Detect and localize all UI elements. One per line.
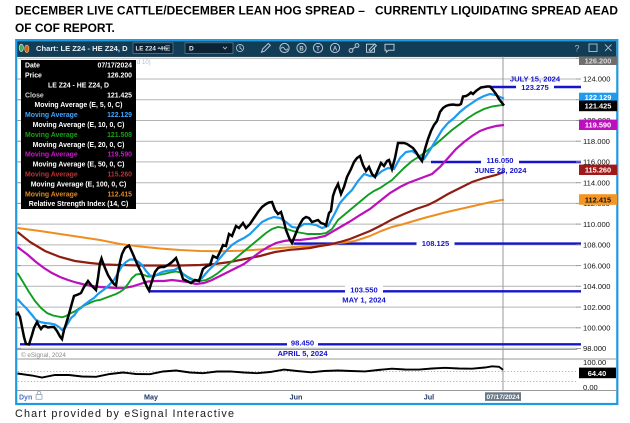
svg-text:0.00: 0.00 (583, 383, 598, 392)
svg-text:Moving Average (E, 10, 0, C): Moving Average (E, 10, 0, C) (33, 122, 125, 129)
svg-text:T: T (316, 46, 320, 52)
svg-text:126.200: 126.200 (107, 73, 132, 80)
svg-text:OF COF REPORT.: OF COF REPORT. (15, 21, 115, 35)
svg-text:DECEMBER LIVE CATTLE/DECEMBER: DECEMBER LIVE CATTLE/DECEMBER LEAN HOG S… (15, 4, 618, 18)
svg-text:123.275: 123.275 (521, 83, 549, 92)
svg-text:115.260: 115.260 (585, 166, 611, 175)
svg-text:A: A (333, 46, 338, 52)
svg-text:Moving Average: Moving Average (25, 191, 78, 198)
svg-text:116.050: 116.050 (486, 156, 513, 165)
svg-text:LE Z24 - HE Z24, D: LE Z24 - HE Z24, D (48, 82, 109, 89)
svg-text:116.000: 116.000 (583, 158, 610, 167)
svg-text:Moving Average (E, 20, 0, C): Moving Average (E, 20, 0, C) (33, 142, 125, 149)
svg-text:Moving Average: Moving Average (25, 112, 78, 119)
svg-text:108.000: 108.000 (583, 241, 610, 250)
svg-text:JULY 15, 2024: JULY 15, 2024 (510, 75, 561, 84)
svg-text:B: B (299, 46, 304, 52)
svg-text:112.415: 112.415 (585, 195, 611, 204)
svg-text:Jul: Jul (424, 392, 434, 401)
svg-text:© eSignal, 2024: © eSignal, 2024 (21, 351, 66, 359)
svg-text:124.000: 124.000 (583, 75, 610, 84)
svg-text:103.550: 103.550 (350, 285, 377, 294)
svg-text:106.000: 106.000 (583, 261, 610, 270)
svg-text:100.000: 100.000 (583, 324, 610, 333)
svg-text:07/17/2024: 07/17/2024 (98, 63, 133, 70)
svg-text:122.129: 122.129 (107, 112, 132, 119)
svg-text:?: ? (574, 44, 579, 54)
svg-text:98.000: 98.000 (583, 344, 606, 353)
svg-text:Relative Strength Index (14, C: Relative Strength Index (14, C) (29, 201, 129, 208)
svg-text:118.000: 118.000 (583, 137, 610, 146)
svg-text:64.40: 64.40 (588, 369, 607, 378)
svg-text:98.450: 98.450 (291, 338, 314, 347)
svg-text:Dyn: Dyn (19, 395, 32, 402)
svg-text:Price: Price (25, 73, 42, 80)
svg-text:APRIL 5, 2024: APRIL 5, 2024 (277, 349, 328, 358)
svg-text:07/17/2024: 07/17/2024 (486, 394, 519, 401)
svg-text:JUNE 28, 2024: JUNE 28, 2024 (475, 166, 528, 175)
svg-text:119.590: 119.590 (585, 121, 611, 130)
svg-text:May: May (144, 392, 158, 401)
svg-text:114.000: 114.000 (583, 178, 610, 187)
svg-text:126.200: 126.200 (585, 57, 612, 66)
svg-text:Moving Average: Moving Average (25, 132, 78, 139)
svg-text:Moving Average (E, 50, 0, C): Moving Average (E, 50, 0, C) (33, 162, 125, 169)
svg-text:102.000: 102.000 (583, 303, 610, 312)
svg-text:LE Z24 - H•: LE Z24 - H• (136, 45, 168, 52)
svg-text:121.425: 121.425 (107, 92, 132, 99)
svg-text:Jun: Jun (290, 392, 303, 401)
svg-text:Chart provided by eSignal Inte: Chart provided by eSignal Interactive (15, 408, 234, 420)
svg-text:Chart: LE Z24 - HE Z24, D: Chart: LE Z24 - HE Z24, D (36, 44, 128, 53)
svg-text:Moving Average (E, 5, 0, C): Moving Average (E, 5, 0, C) (35, 102, 123, 109)
svg-text:Moving Average (E, 100, 0, C): Moving Average (E, 100, 0, C) (31, 181, 127, 188)
svg-text:122.129: 122.129 (585, 93, 612, 102)
svg-text:121.508: 121.508 (107, 132, 132, 139)
svg-text:Date: Date (25, 63, 40, 70)
svg-text:112.415: 112.415 (107, 191, 132, 198)
svg-text:119.590: 119.590 (107, 152, 132, 159)
svg-text:Moving Average: Moving Average (25, 172, 78, 179)
svg-text:d 10): d 10) (137, 60, 151, 66)
svg-text:108.125: 108.125 (422, 239, 450, 248)
svg-text:Close: Close (25, 92, 44, 99)
svg-text:D: D (189, 45, 194, 52)
svg-text:104.000: 104.000 (583, 282, 610, 291)
svg-text:100.00: 100.00 (583, 358, 606, 367)
svg-text:115.260: 115.260 (107, 172, 132, 179)
svg-text:110.000: 110.000 (583, 220, 610, 229)
svg-text:121.425: 121.425 (585, 102, 612, 111)
svg-text:MAY 1, 2024: MAY 1, 2024 (342, 296, 386, 305)
svg-text:Moving Average: Moving Average (25, 152, 78, 159)
